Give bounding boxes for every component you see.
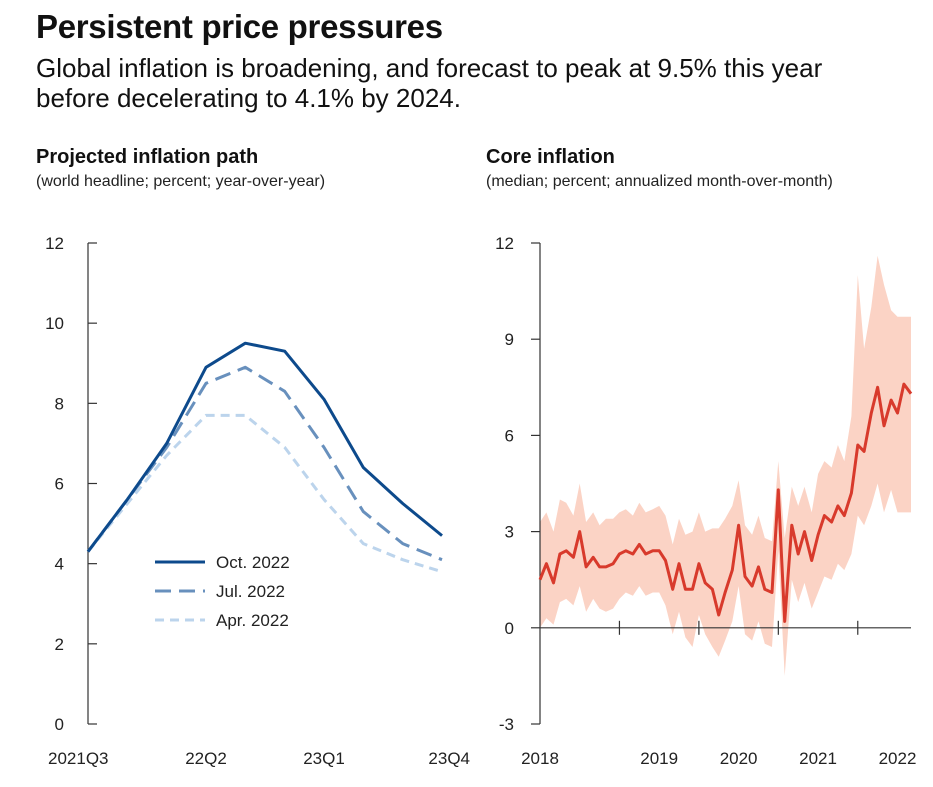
left-chart-title: Projected inflation path bbox=[36, 146, 259, 168]
y-tick-label: 9 bbox=[505, 330, 514, 349]
x-tick-label: 2018 bbox=[521, 749, 559, 768]
y-tick-label: 10 bbox=[45, 314, 64, 333]
x-tick-label: 2019 bbox=[640, 749, 678, 768]
x-tick-label: 22Q2 bbox=[185, 749, 227, 768]
page-subtitle: Global inflation is broadening, and fore… bbox=[36, 53, 823, 113]
legend-label: Oct. 2022 bbox=[216, 553, 290, 572]
x-tick-label: 2021 bbox=[799, 749, 837, 768]
y-tick-label: 6 bbox=[55, 475, 64, 494]
y-tick-label: 4 bbox=[55, 555, 64, 574]
series-line-apr-2022 bbox=[86, 413, 443, 574]
series-line-oct-2022 bbox=[86, 341, 443, 553]
y-tick-label: 12 bbox=[45, 234, 64, 253]
x-tick-label: 2020 bbox=[720, 749, 758, 768]
y-tick-label: 2 bbox=[55, 635, 64, 654]
page-title: Persistent price pressures bbox=[36, 8, 443, 45]
x-tick-label: 2021Q3 bbox=[48, 749, 109, 768]
confidence-band bbox=[540, 255, 911, 676]
x-tick-label: 23Q1 bbox=[303, 749, 345, 768]
legend-label: Apr. 2022 bbox=[216, 611, 289, 630]
legend-label: Jul. 2022 bbox=[216, 582, 285, 601]
y-tick-label: 6 bbox=[505, 426, 514, 445]
y-tick-label: 0 bbox=[505, 619, 514, 638]
y-tick-label: 3 bbox=[505, 523, 514, 542]
y-tick-label: -3 bbox=[499, 715, 514, 734]
y-tick-label: 8 bbox=[55, 394, 64, 413]
y-tick-label: 0 bbox=[55, 715, 64, 734]
right-chart-subtitle: (median; percent; annualized month-over-… bbox=[486, 173, 833, 190]
x-tick-label: 2022 bbox=[879, 749, 917, 768]
right-chart-title: Core inflation bbox=[486, 146, 615, 168]
x-tick-label: 23Q4 bbox=[428, 749, 470, 768]
median-core-inflation-line bbox=[538, 382, 913, 623]
y-tick-label: 12 bbox=[495, 234, 514, 253]
left-chart-subtitle: (world headline; percent; year-over-year… bbox=[36, 173, 326, 190]
